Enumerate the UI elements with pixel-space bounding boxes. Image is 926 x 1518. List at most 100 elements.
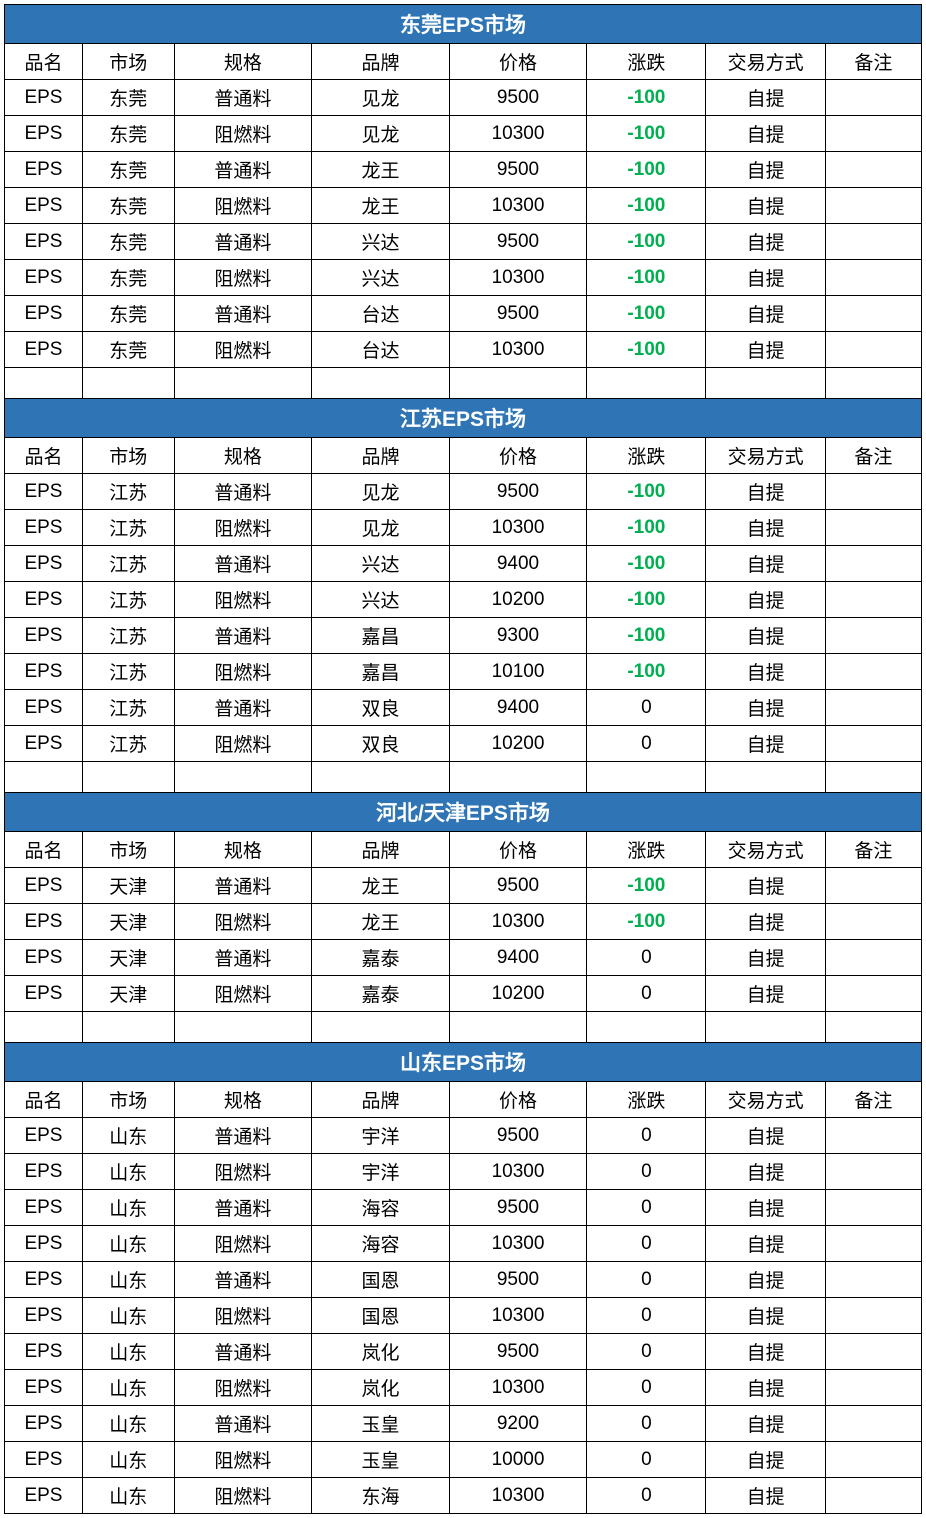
product-cell: EPS	[5, 1406, 83, 1442]
product-cell: EPS	[5, 1190, 83, 1226]
trade-cell: 自提	[706, 152, 825, 188]
market-cell: 江苏	[82, 474, 174, 510]
price-cell: 9500	[449, 1118, 587, 1154]
remark-cell	[825, 152, 921, 188]
blank-cell	[174, 368, 312, 399]
column-header: 交易方式	[706, 44, 825, 80]
product-cell: EPS	[5, 188, 83, 224]
eps-market-table: 东莞EPS市场品名市场规格品牌价格涨跌交易方式备注EPS东莞普通料见龙9500-…	[4, 4, 922, 1514]
product-cell: EPS	[5, 116, 83, 152]
brand-cell: 玉皇	[312, 1406, 450, 1442]
column-header: 品牌	[312, 438, 450, 474]
spec-cell: 阻燃料	[174, 1154, 312, 1190]
trade-cell: 自提	[706, 976, 825, 1012]
spec-cell: 普通料	[174, 868, 312, 904]
trade-cell: 自提	[706, 1370, 825, 1406]
product-cell: EPS	[5, 474, 83, 510]
price-cell: 9500	[449, 296, 587, 332]
column-header: 涨跌	[587, 44, 706, 80]
column-header: 价格	[449, 438, 587, 474]
market-cell: 山东	[82, 1298, 174, 1334]
change-cell: 0	[587, 1370, 706, 1406]
price-cell: 10300	[449, 260, 587, 296]
spec-cell: 阻燃料	[174, 1478, 312, 1514]
brand-cell: 嘉昌	[312, 654, 450, 690]
price-cell: 10100	[449, 654, 587, 690]
remark-cell	[825, 224, 921, 260]
trade-cell: 自提	[706, 546, 825, 582]
product-cell: EPS	[5, 1262, 83, 1298]
spec-cell: 阻燃料	[174, 904, 312, 940]
market-cell: 东莞	[82, 188, 174, 224]
column-header: 价格	[449, 44, 587, 80]
market-cell: 江苏	[82, 726, 174, 762]
market-cell: 江苏	[82, 582, 174, 618]
section-header-row: 东莞EPS市场	[5, 5, 922, 44]
market-cell: 东莞	[82, 116, 174, 152]
price-cell: 9500	[449, 868, 587, 904]
table-row: EPS东莞阻燃料兴达10300-100自提	[5, 260, 922, 296]
trade-cell: 自提	[706, 1226, 825, 1262]
remark-cell	[825, 618, 921, 654]
brand-cell: 兴达	[312, 224, 450, 260]
product-cell: EPS	[5, 332, 83, 368]
price-cell: 10200	[449, 726, 587, 762]
column-header-row: 品名市场规格品牌价格涨跌交易方式备注	[5, 832, 922, 868]
blank-cell	[825, 368, 921, 399]
table-row: EPS东莞普通料兴达9500-100自提	[5, 224, 922, 260]
trade-cell: 自提	[706, 726, 825, 762]
trade-cell: 自提	[706, 260, 825, 296]
table-row: EPS天津阻燃料嘉泰102000自提	[5, 976, 922, 1012]
blank-cell	[449, 1012, 587, 1043]
price-cell: 9500	[449, 1262, 587, 1298]
brand-cell: 嘉昌	[312, 618, 450, 654]
blank-cell	[82, 762, 174, 793]
section-header-row: 江苏EPS市场	[5, 399, 922, 438]
table-row: EPS天津普通料龙王9500-100自提	[5, 868, 922, 904]
brand-cell: 海容	[312, 1226, 450, 1262]
change-cell: 0	[587, 1298, 706, 1334]
table-row: EPS山东普通料玉皇92000自提	[5, 1406, 922, 1442]
price-cell: 10300	[449, 1226, 587, 1262]
column-header: 品名	[5, 44, 83, 80]
column-header-row: 品名市场规格品牌价格涨跌交易方式备注	[5, 438, 922, 474]
blank-cell	[587, 1012, 706, 1043]
change-cell: 0	[587, 1226, 706, 1262]
trade-cell: 自提	[706, 1478, 825, 1514]
brand-cell: 龙王	[312, 904, 450, 940]
blank-cell	[312, 762, 450, 793]
change-cell: -100	[587, 80, 706, 116]
blank-cell	[312, 1012, 450, 1043]
product-cell: EPS	[5, 618, 83, 654]
price-cell: 10300	[449, 1154, 587, 1190]
column-header: 规格	[174, 438, 312, 474]
remark-cell	[825, 80, 921, 116]
spec-cell: 普通料	[174, 296, 312, 332]
remark-cell	[825, 976, 921, 1012]
change-cell: 0	[587, 690, 706, 726]
brand-cell: 嘉泰	[312, 940, 450, 976]
section-header-row: 山东EPS市场	[5, 1043, 922, 1082]
trade-cell: 自提	[706, 1334, 825, 1370]
section-title: 山东EPS市场	[5, 1043, 922, 1082]
section-title: 东莞EPS市场	[5, 5, 922, 44]
spec-cell: 普通料	[174, 152, 312, 188]
market-cell: 东莞	[82, 332, 174, 368]
product-cell: EPS	[5, 546, 83, 582]
column-header: 交易方式	[706, 438, 825, 474]
price-cell: 10300	[449, 1298, 587, 1334]
column-header: 品名	[5, 832, 83, 868]
change-cell: -100	[587, 546, 706, 582]
product-cell: EPS	[5, 1118, 83, 1154]
trade-cell: 自提	[706, 188, 825, 224]
table-row: EPS江苏阻燃料兴达10200-100自提	[5, 582, 922, 618]
brand-cell: 海容	[312, 1190, 450, 1226]
blank-row	[5, 1012, 922, 1043]
spec-cell: 普通料	[174, 224, 312, 260]
spec-cell: 普通料	[174, 1262, 312, 1298]
spec-cell: 阻燃料	[174, 510, 312, 546]
market-cell: 山东	[82, 1442, 174, 1478]
column-header: 备注	[825, 1082, 921, 1118]
table-row: EPS山东普通料岚化95000自提	[5, 1334, 922, 1370]
blank-cell	[587, 368, 706, 399]
